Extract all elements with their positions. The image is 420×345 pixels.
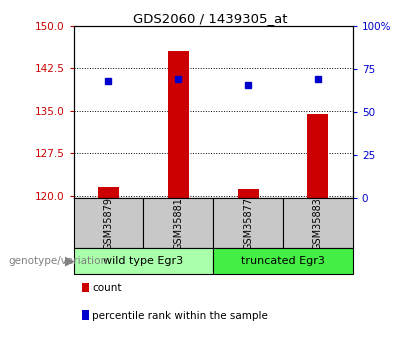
Text: ▶: ▶ [65, 255, 75, 268]
Bar [82, 283, 89, 292]
Bar [82, 310, 89, 320]
Bar [213, 248, 353, 274]
Text: GSM35883: GSM35883 [313, 197, 323, 250]
Bar [238, 189, 259, 198]
Bar [74, 198, 143, 248]
Bar [283, 198, 353, 248]
Bar [74, 248, 213, 274]
Bar [168, 51, 189, 198]
Text: GSM35879: GSM35879 [103, 197, 113, 250]
Text: truncated Egr3: truncated Egr3 [241, 256, 325, 266]
Bar [98, 187, 119, 198]
Bar [213, 198, 283, 248]
Text: count: count [92, 283, 122, 293]
Text: percentile rank within the sample: percentile rank within the sample [92, 311, 268, 321]
Text: genotype/variation: genotype/variation [8, 256, 108, 266]
Text: GSM35881: GSM35881 [173, 197, 183, 250]
Text: wild type Egr3: wild type Egr3 [103, 256, 184, 266]
Bar [143, 198, 213, 248]
Text: GDS2060 / 1439305_at: GDS2060 / 1439305_at [133, 12, 287, 25]
Bar [307, 114, 328, 198]
Text: GSM35877: GSM35877 [243, 197, 253, 250]
